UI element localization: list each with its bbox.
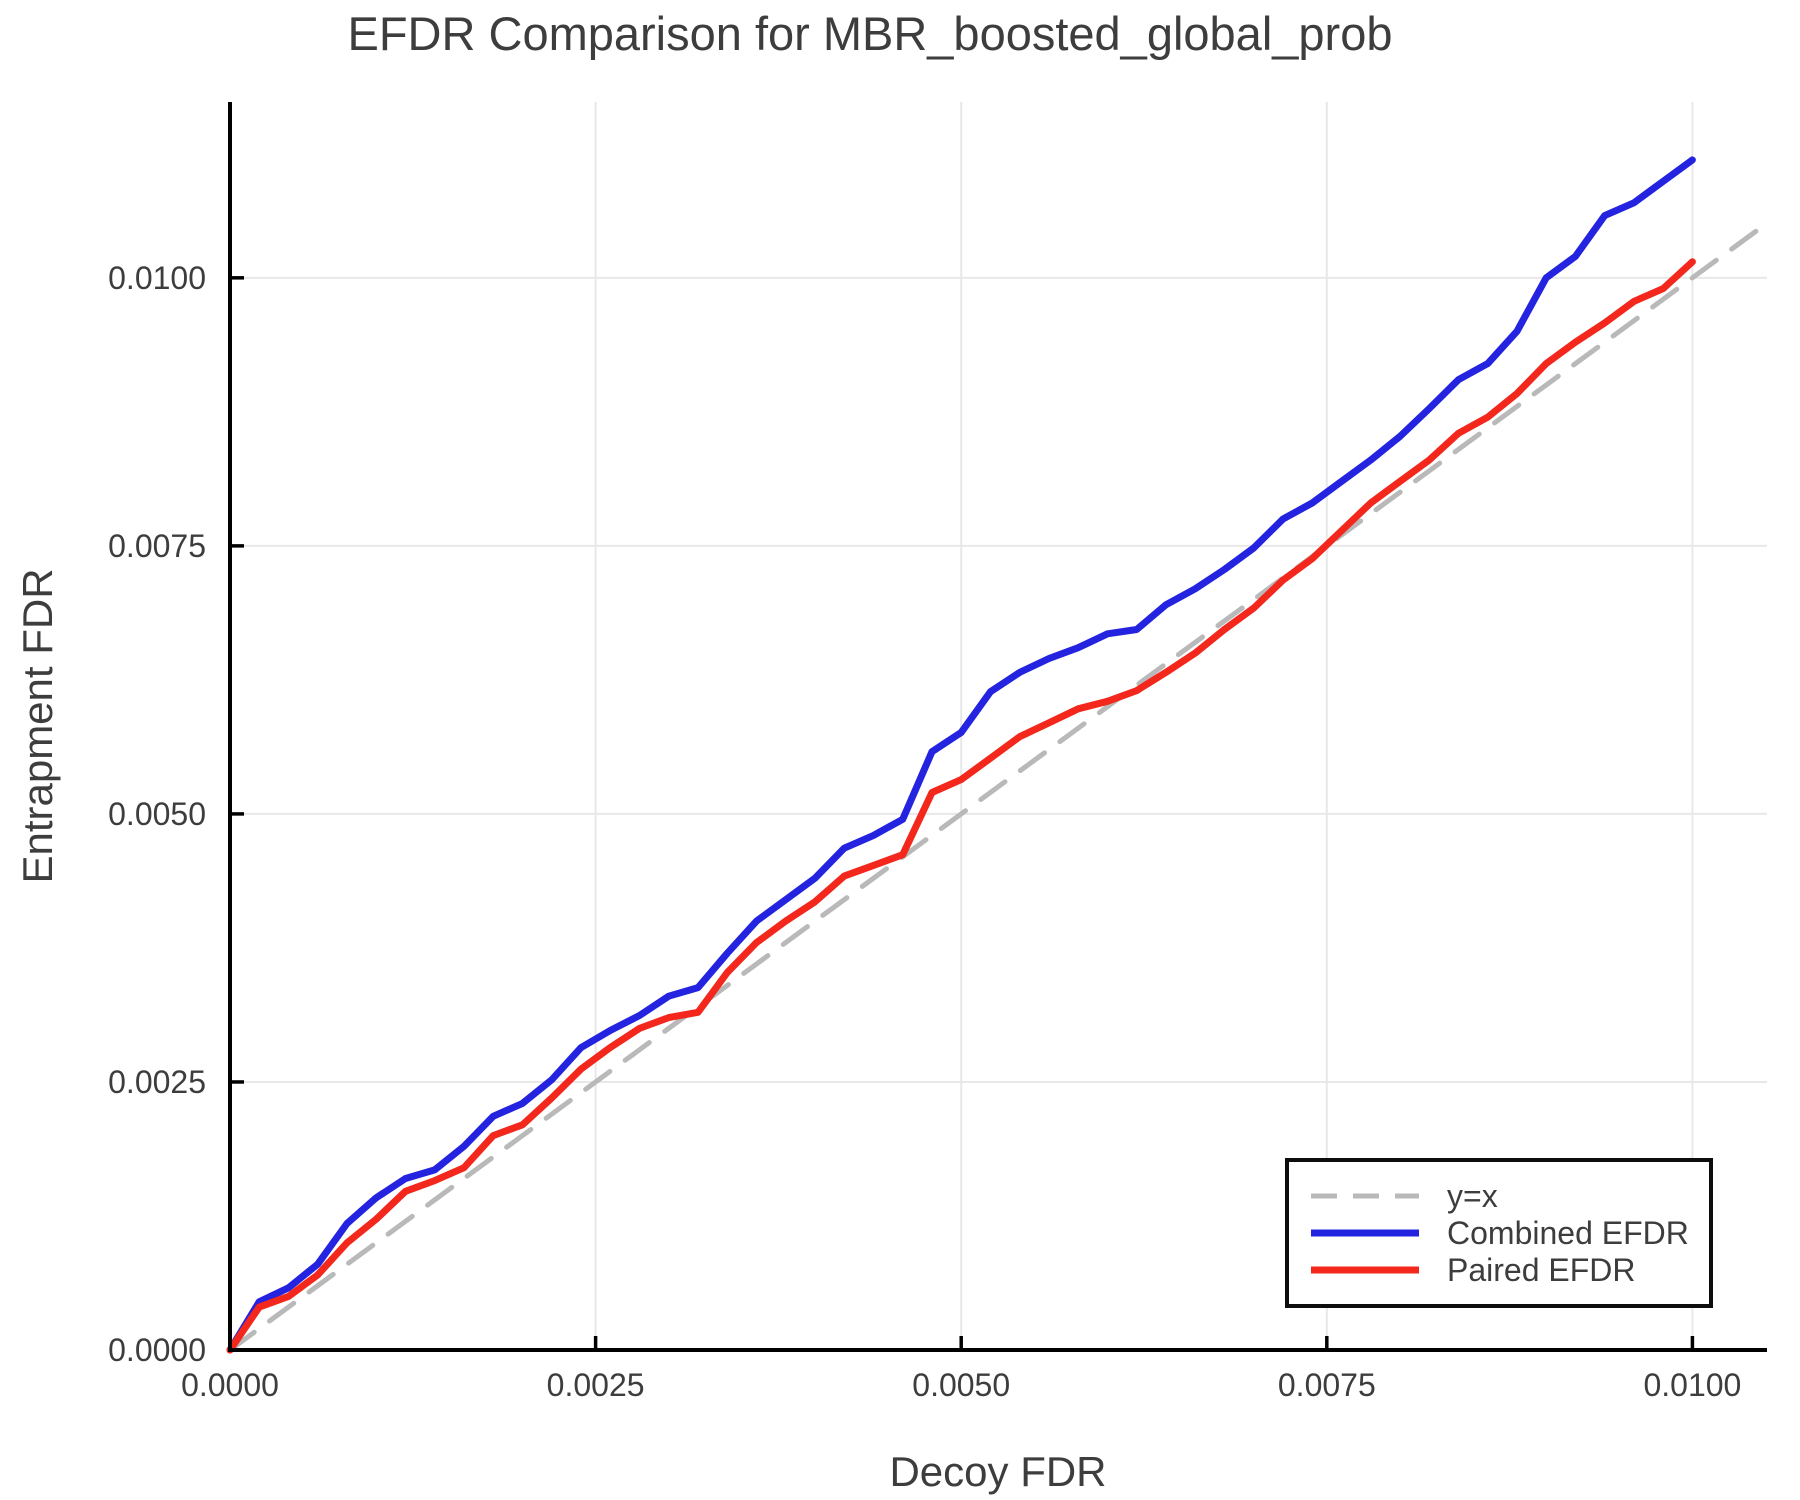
legend-row-identity: y=x [1309, 1178, 1709, 1215]
x-tick-label: 0.0100 [1643, 1367, 1741, 1403]
chart-title: EFDR Comparison for MBR_boosted_global_p… [347, 7, 1393, 60]
x-tick-label: 0.0000 [181, 1367, 279, 1403]
y-tick-label: 0.0100 [108, 260, 206, 296]
legend-label-combined-efdr: Combined EFDR [1447, 1215, 1689, 1251]
series-line-paired-efdr [226, 258, 1696, 1354]
legend-row-paired-efdr: Paired EFDR [1309, 1252, 1709, 1289]
y-tick-label: 0.0025 [108, 1064, 206, 1100]
legend-row-combined-efdr: Combined EFDR [1309, 1215, 1709, 1252]
paired-efdr-line-sample [1311, 1266, 1419, 1274]
y-tick-label: 0.0000 [108, 1332, 206, 1368]
legend-label-identity: y=x [1447, 1178, 1498, 1214]
y-tick-label: 0.0075 [108, 528, 206, 564]
combined-efdr-line-sample [1311, 1229, 1419, 1237]
series-line-y-x [227, 224, 1764, 1353]
series-line-combined-efdr [226, 156, 1696, 1354]
x-axis-title: Decoy FDR [889, 1448, 1107, 1495]
x-tick-label: 0.0075 [1278, 1367, 1376, 1403]
y-axis-title: Entrapment FDR [14, 568, 61, 884]
legend: y=x Combined EFDR Paired EFDR [1285, 1158, 1713, 1308]
identity-line-sample [1311, 1193, 1419, 1199]
x-tick-label: 0.0050 [912, 1367, 1010, 1403]
y-tick-label: 0.0050 [108, 796, 206, 832]
legend-label-paired-efdr: Paired EFDR [1447, 1252, 1636, 1288]
x-tick-label: 0.0025 [547, 1367, 645, 1403]
